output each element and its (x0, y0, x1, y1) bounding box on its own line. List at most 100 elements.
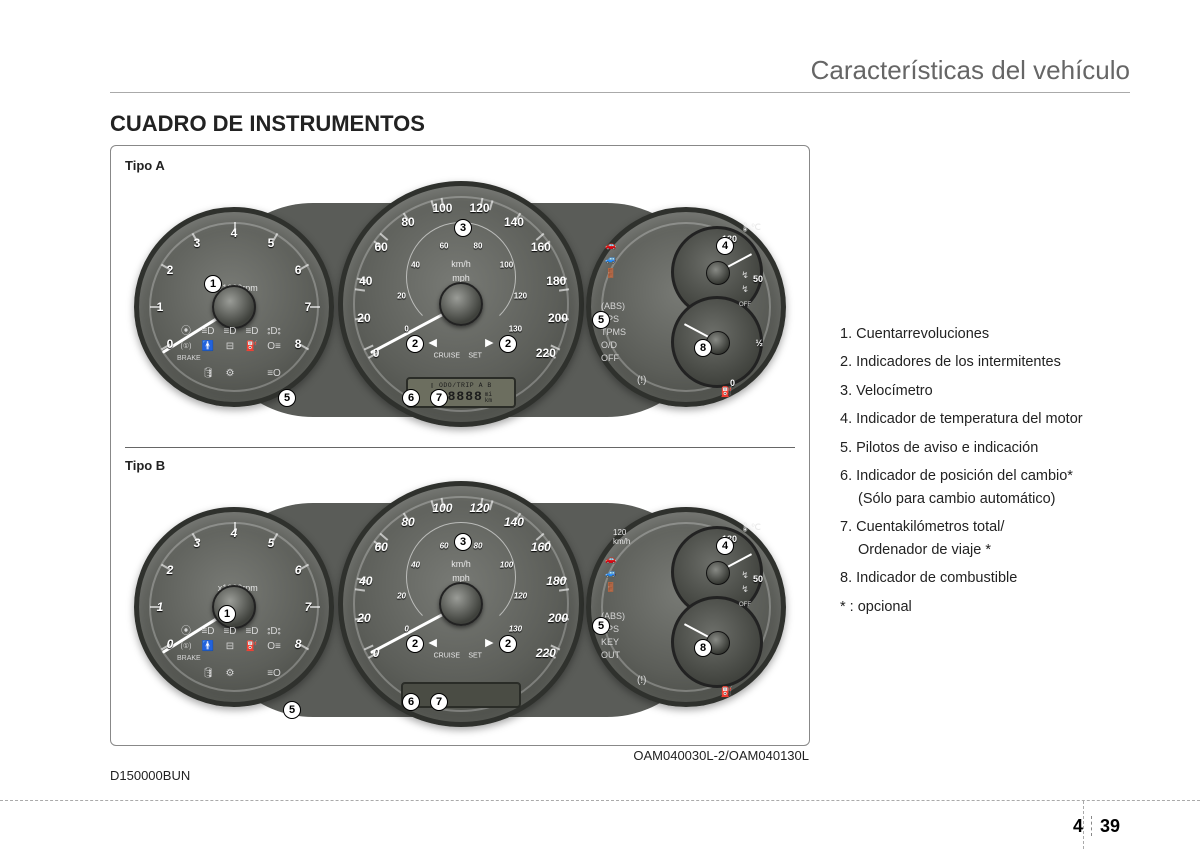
type-a-label: Tipo A (125, 158, 797, 173)
oil-icon: 🛢 (199, 368, 217, 380)
frontfog-icon: ≡O (265, 368, 283, 380)
tach-hub (212, 285, 256, 329)
warning-lights-grid: ⦿ ≡D ≡D ≡D ⦂D⦂ (①)BRAKE 🚹 ⊟ ⛽ O≡ 🛢 ⚙ (177, 326, 283, 380)
dial-number: 180 (546, 274, 566, 288)
cruise-label-b: CRUISE (434, 652, 460, 659)
kmh-label-b: km/h (451, 559, 471, 569)
callout-6-b: 6 (402, 693, 420, 711)
callout-8-b: 8 (694, 639, 712, 657)
callout-1: 1 (204, 275, 222, 293)
temp-fuel-gauge: 130 50 🌡℃ ½ 0 ⛽ 🚗🚙🚪 (ABS) EPS TPMS O/D O… (586, 207, 786, 407)
lcd-top-label: ODO/TRIP A B (439, 382, 492, 389)
callout-4-b: 4 (716, 537, 734, 555)
page-header: Características del vehículo (110, 55, 1130, 93)
temp-unit: 🌡℃ (739, 222, 761, 233)
dial-number: 80 (474, 242, 483, 251)
speedometer-gauge-b: km/h mph ◄ ► CRUISE SET 0204060801001201… (338, 481, 584, 727)
esc-icons: ↯↯OFF (739, 268, 751, 312)
left-turn-icon: ◄ (426, 334, 440, 350)
brake-icon: (①)BRAKE (177, 341, 195, 365)
dial-number: 40 (411, 260, 420, 269)
temp-fuel-gauge-b: 120 km/h 130 50 🌡℃ ⛽ 🚗🚙🚪 (ABS) EPS KEY O… (586, 507, 786, 707)
callout-7-b: 7 (430, 693, 448, 711)
callout-3: 3 (454, 219, 472, 237)
dial-number: 60 (440, 242, 449, 251)
dial-number: 180 (546, 574, 566, 588)
highbeam-icon: ≡D (199, 326, 217, 338)
seatbelt-icon: 🚹 (199, 341, 217, 365)
callout-2l-b: 2 (406, 635, 424, 653)
callout-4: 4 (716, 237, 734, 255)
door-icons: 🚗🚙🚪 (605, 238, 616, 280)
speedometer-gauge: km/h mph ◄ ► CRUISE SET ▯ ODO/TRIP A B 8… (338, 181, 584, 427)
section-title: CUADRO DE INSTRUMENTOS (110, 111, 1130, 137)
battery-icon: ⊟ (221, 341, 239, 365)
dial-number: 60 (440, 542, 449, 551)
lowbeam-icon: ≡D (221, 326, 239, 338)
trim-line-h (0, 800, 1200, 801)
legend-7b: Ordenador de viaje * (840, 539, 1130, 561)
cruise-label: CRUISE (434, 352, 460, 359)
kmh-label: km/h (451, 259, 471, 269)
cluster-a: x1000rpm ⦿ ≡D ≡D ≡D ⦂D⦂ (①)BRAKE 🚹 ⊟ ⛽ O… (128, 177, 792, 437)
warning-lights-grid-b: ⦿≡D≡D≡D⦂D⦂ (①)BRAKE🚹⊟⛽O≡ 🛢⚙≡O (177, 626, 283, 680)
temp-unit-b: 🌡℃ (739, 522, 761, 533)
speedo-hub (439, 282, 483, 326)
dial-number: 100 (500, 260, 513, 269)
callout-2r: 2 (499, 335, 517, 353)
dial-number: 130 (509, 625, 522, 634)
cluster-b: x1000rpm ⦿≡D≡D≡D⦂D⦂ (①)BRAKE🚹⊟⛽O≡ 🛢⚙≡O 0… (128, 477, 792, 737)
dial-number: 0 (404, 625, 408, 634)
dial-number: 80 (474, 542, 483, 551)
legend-1: 1. Cuentarrevoluciones (840, 323, 1130, 345)
callout-3-b: 3 (454, 533, 472, 551)
dial-number: 120 (514, 291, 527, 300)
foglight-icon: ≡D (243, 326, 261, 338)
odometer-lcd: ▯ ODO/TRIP A B 888888mikm (406, 377, 516, 408)
page: Características del vehículo CUADRO DE I… (0, 0, 1200, 861)
callout-1-b: 1 (218, 605, 236, 623)
fuel-icon: ⛽ (721, 387, 733, 398)
callout-8: 8 (694, 339, 712, 357)
callout-6: 6 (402, 389, 420, 407)
callout-7: 7 (430, 389, 448, 407)
dial-number: 2 (167, 263, 174, 277)
legend: 1. Cuentarrevoluciones 2. Indicadores de… (840, 145, 1130, 746)
set-label: SET (468, 352, 482, 359)
legend-6b: (Sólo para cambio automático) (840, 488, 1130, 510)
image-code: OAM040030L-2/OAM040130L (633, 748, 809, 763)
dial-number: 0 (404, 325, 408, 334)
temp-50: 50 (753, 274, 763, 284)
cluster-divider (125, 447, 795, 448)
sidelight-icon: ⦂D⦂ (265, 326, 283, 338)
legend-6: 6. Indicador de posición del cambio* (840, 465, 1130, 487)
callout-2l: 2 (406, 335, 424, 353)
chapter-num: 4 (1073, 816, 1092, 836)
legend-4: 4. Indicador de temperatura del motor (840, 408, 1130, 430)
legend-8: 8. Indicador de combustible (840, 567, 1130, 589)
callout-5a: 5 (278, 389, 296, 407)
legend-7: 7. Cuentakilómetros total/ (840, 516, 1130, 538)
content-row: Tipo A x1000rpm ⦿ ≡D ≡D ≡D ⦂D⦂ (①)BRAKE (110, 145, 1130, 746)
legend-3: 3. Velocímetro (840, 380, 1130, 402)
callout-5b: 5 (592, 311, 610, 329)
tachometer-gauge-b: x1000rpm ⦿≡D≡D≡D⦂D⦂ (①)BRAKE🚹⊟⛽O≡ 🛢⚙≡O 0… (134, 507, 334, 707)
tpms-icon: (!) (637, 374, 646, 388)
dial-number: 100 (500, 560, 513, 569)
airbag-icon: ⦿ (177, 326, 195, 338)
type-b-label: Tipo B (125, 458, 797, 473)
set-label-b: SET (468, 652, 482, 659)
fuel-icon: ⛽ (243, 341, 261, 365)
page-num: 39 (1100, 816, 1120, 836)
callout-5b-b: 5 (592, 617, 610, 635)
doc-code: D150000BUN (110, 768, 1130, 783)
dial-number: 120 (514, 591, 527, 600)
dial-number: 130 (509, 325, 522, 334)
dial-number: 2 (167, 563, 174, 577)
page-number: 4 39 (1073, 816, 1120, 837)
diagram-panel: Tipo A x1000rpm ⦿ ≡D ≡D ≡D ⦂D⦂ (①)BRAKE (110, 145, 810, 746)
tachometer-gauge: x1000rpm ⦿ ≡D ≡D ≡D ⦂D⦂ (①)BRAKE 🚹 ⊟ ⛽ O… (134, 207, 334, 407)
rearfog-icon: O≡ (265, 341, 283, 365)
callout-2r-b: 2 (499, 635, 517, 653)
fuel-half: ½ (755, 338, 763, 348)
